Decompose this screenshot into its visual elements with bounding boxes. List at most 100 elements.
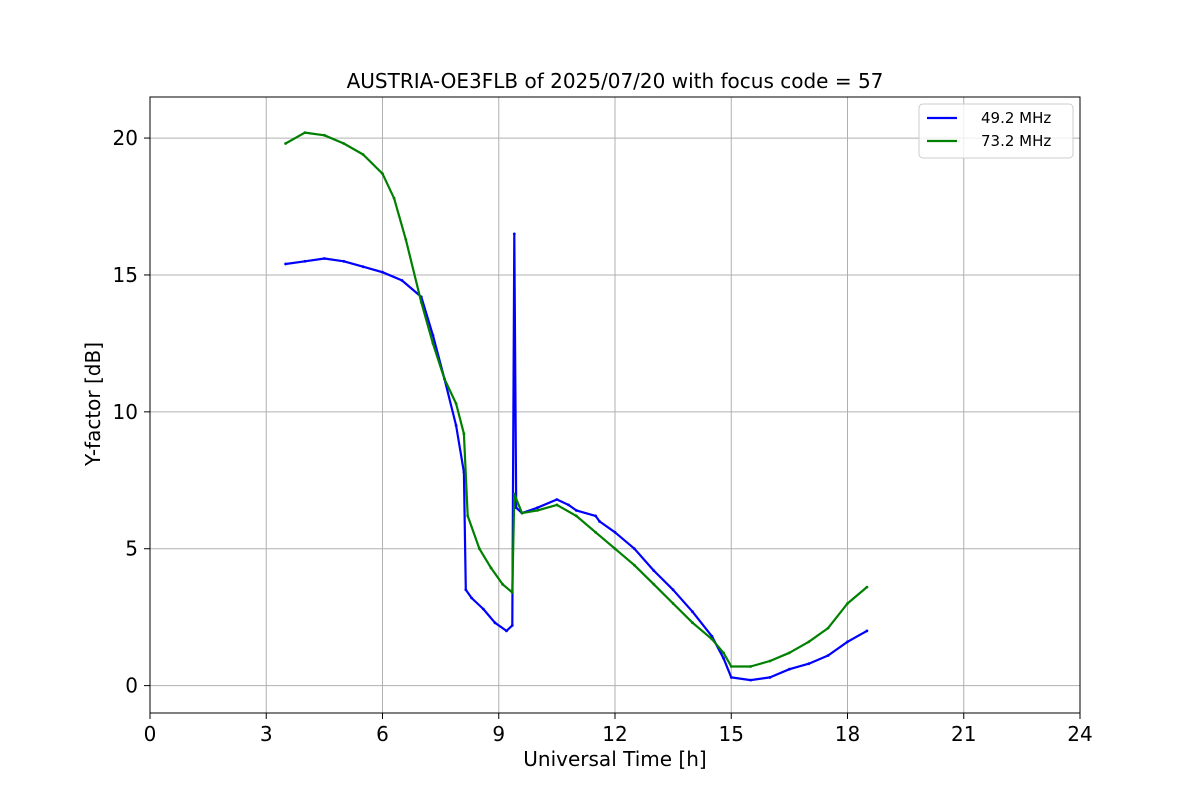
legend-label: 73.2 MHz xyxy=(981,132,1051,150)
data-point xyxy=(464,588,468,592)
data-point xyxy=(462,432,466,436)
data-point xyxy=(400,279,404,282)
data-point xyxy=(443,377,446,381)
data-point xyxy=(691,621,694,625)
x-tick-label: 3 xyxy=(260,722,273,746)
data-point xyxy=(768,676,772,679)
data-point xyxy=(722,651,725,655)
data-point xyxy=(501,582,504,586)
x-tick-label: 12 xyxy=(602,722,627,746)
data-point xyxy=(323,133,326,137)
data-point xyxy=(510,624,514,627)
data-point xyxy=(807,662,811,666)
data-point xyxy=(768,659,772,663)
data-point xyxy=(419,300,423,304)
data-point xyxy=(555,503,559,507)
data-point xyxy=(478,547,481,551)
data-point xyxy=(284,142,287,145)
data-point xyxy=(466,514,470,518)
y-tick-label: 5 xyxy=(125,537,138,561)
data-point xyxy=(749,678,752,682)
data-point xyxy=(361,265,365,269)
legend-label: 49.2 MHz xyxy=(981,109,1051,127)
y-axis-title: Y-factor [dB] xyxy=(81,342,105,467)
data-point xyxy=(671,588,675,592)
x-tick-label: 0 xyxy=(144,722,157,746)
data-point xyxy=(807,640,811,644)
data-point xyxy=(520,511,524,515)
data-point xyxy=(574,514,578,518)
data-point xyxy=(284,262,287,266)
series-layer xyxy=(284,131,869,682)
data-point xyxy=(392,196,396,200)
x-tick-label: 9 xyxy=(492,722,505,746)
y-tick-label: 0 xyxy=(125,674,138,698)
data-point xyxy=(514,506,518,510)
data-point xyxy=(865,585,869,589)
data-point xyxy=(846,640,849,644)
data-point xyxy=(536,506,539,510)
data-point xyxy=(633,547,636,551)
data-point xyxy=(512,232,516,236)
x-tick-label: 24 xyxy=(1067,722,1092,746)
data-point xyxy=(431,342,435,345)
data-point xyxy=(710,637,714,641)
data-point xyxy=(381,172,384,176)
data-point xyxy=(454,424,458,427)
data-point xyxy=(671,602,675,605)
data-point xyxy=(431,333,435,337)
data-point xyxy=(342,259,346,263)
ticks: 0 3 6 9 12 15 18 21 24 0 5 10 15 20 xyxy=(113,126,1093,746)
data-point xyxy=(846,602,849,605)
data-point xyxy=(323,257,326,260)
data-point xyxy=(505,629,508,633)
data-point xyxy=(489,566,493,570)
data-point xyxy=(404,238,408,241)
data-point xyxy=(826,654,830,657)
data-point xyxy=(652,582,656,586)
data-point xyxy=(342,142,346,145)
data-point xyxy=(722,656,725,660)
x-tick-label: 15 xyxy=(719,722,744,746)
data-point xyxy=(729,665,733,668)
data-point xyxy=(865,629,869,633)
data-point xyxy=(510,591,514,594)
x-tick-label: 6 xyxy=(376,722,389,746)
data-point xyxy=(594,530,597,534)
data-point xyxy=(613,547,617,551)
data-point xyxy=(826,626,830,630)
chart-title: AUSTRIA-OE3FLB of 2025/07/20 with focus … xyxy=(347,69,884,93)
data-point xyxy=(788,667,791,671)
data-point xyxy=(361,153,365,156)
data-point xyxy=(652,569,656,572)
data-point xyxy=(788,651,791,655)
data-point xyxy=(598,520,601,523)
data-point xyxy=(710,634,714,638)
data-point xyxy=(481,607,485,611)
legend: 49.2 MHz 73.2 MHz xyxy=(918,103,1074,159)
data-point xyxy=(512,492,516,496)
x-tick-label: 18 xyxy=(835,722,860,746)
data-point xyxy=(303,131,307,135)
x-tick-label: 21 xyxy=(951,722,976,746)
data-point xyxy=(749,665,752,668)
data-point xyxy=(536,509,539,512)
data-point xyxy=(729,676,733,679)
data-point xyxy=(567,503,570,507)
x-axis-title: Universal Time [h] xyxy=(523,747,706,771)
data-point xyxy=(470,596,473,600)
data-point xyxy=(594,514,597,518)
y-tick-label: 15 xyxy=(113,263,138,287)
y-tick-label: 20 xyxy=(113,126,138,150)
data-point xyxy=(633,563,636,567)
y-tick-label: 10 xyxy=(113,400,138,424)
data-point xyxy=(493,621,497,625)
data-point xyxy=(555,498,559,501)
data-point xyxy=(613,530,617,534)
data-point xyxy=(454,402,458,405)
legend-box xyxy=(918,103,1074,159)
data-point xyxy=(691,610,694,614)
data-point xyxy=(574,509,578,512)
data-point xyxy=(303,259,307,263)
